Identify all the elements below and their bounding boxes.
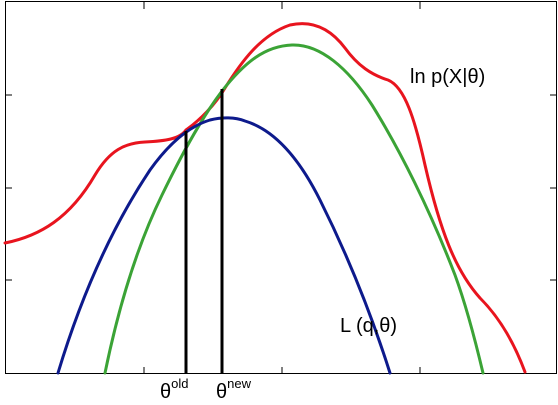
log-likelihood-curve	[3, 22, 527, 374]
log-likelihood-label: ln p(X|θ)	[410, 66, 485, 88]
theta-new-label: θnew	[216, 376, 252, 403]
new-lower-bound-curve	[103, 43, 485, 375]
theta-new-symbol: θ	[216, 381, 227, 403]
old-lower-bound-curve	[56, 116, 392, 375]
theta-new-superscript: new	[227, 376, 251, 391]
theta-old-label: θold	[160, 376, 188, 403]
theta-old-superscript: old	[171, 376, 188, 391]
lower-bound-label: L (q,θ)	[340, 315, 397, 337]
theta-old-symbol: θ	[160, 381, 171, 403]
